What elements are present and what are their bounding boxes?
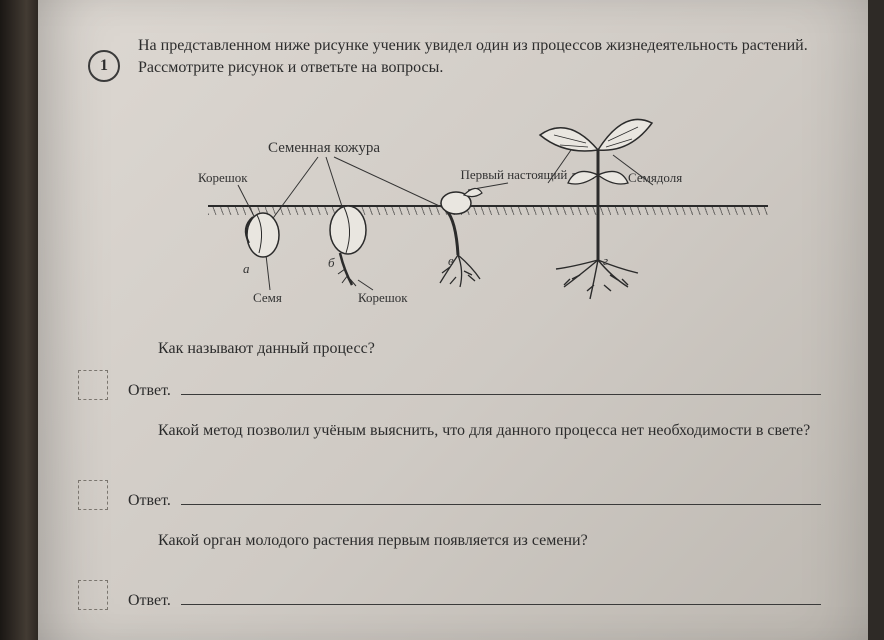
answer-label-3: Ответ.	[128, 592, 171, 610]
worksheet-sheet: 1 На представленном ниже рисунке ученик …	[38, 0, 868, 640]
stage-g	[540, 119, 652, 299]
stage-v	[440, 188, 482, 287]
answer-line-2[interactable]	[181, 490, 821, 505]
grade-box-3[interactable]	[78, 580, 108, 610]
figure-svg	[208, 85, 768, 315]
question-number-badge: 1	[88, 50, 120, 82]
question-prompt: На представленном ниже рисунке ученик ув…	[138, 35, 838, 80]
answer-label-2: Ответ.	[128, 492, 171, 510]
subquestion-2: Какой метод позволил учёным выяснить, чт…	[158, 420, 868, 442]
question-number: 1	[100, 57, 108, 75]
answer-row-2: Ответ.	[128, 490, 858, 510]
stage-a	[246, 213, 279, 257]
desk-edge	[0, 0, 38, 640]
answer-line-1[interactable]	[181, 380, 821, 395]
subquestion-1: Как называют данный процесс?	[158, 338, 858, 360]
answer-row-1: Ответ.	[128, 380, 858, 400]
germination-figure: Семенная кожура Корешок Первый настоящий…	[208, 85, 768, 315]
grade-box-2[interactable]	[78, 480, 108, 510]
grade-box-1[interactable]	[78, 370, 108, 400]
answer-line-3[interactable]	[181, 590, 821, 605]
stage-b	[330, 206, 366, 286]
answer-row-3: Ответ.	[128, 590, 858, 610]
answer-label-1: Ответ.	[128, 382, 171, 400]
subquestion-3: Какой орган молодого растения первым поя…	[158, 530, 858, 552]
